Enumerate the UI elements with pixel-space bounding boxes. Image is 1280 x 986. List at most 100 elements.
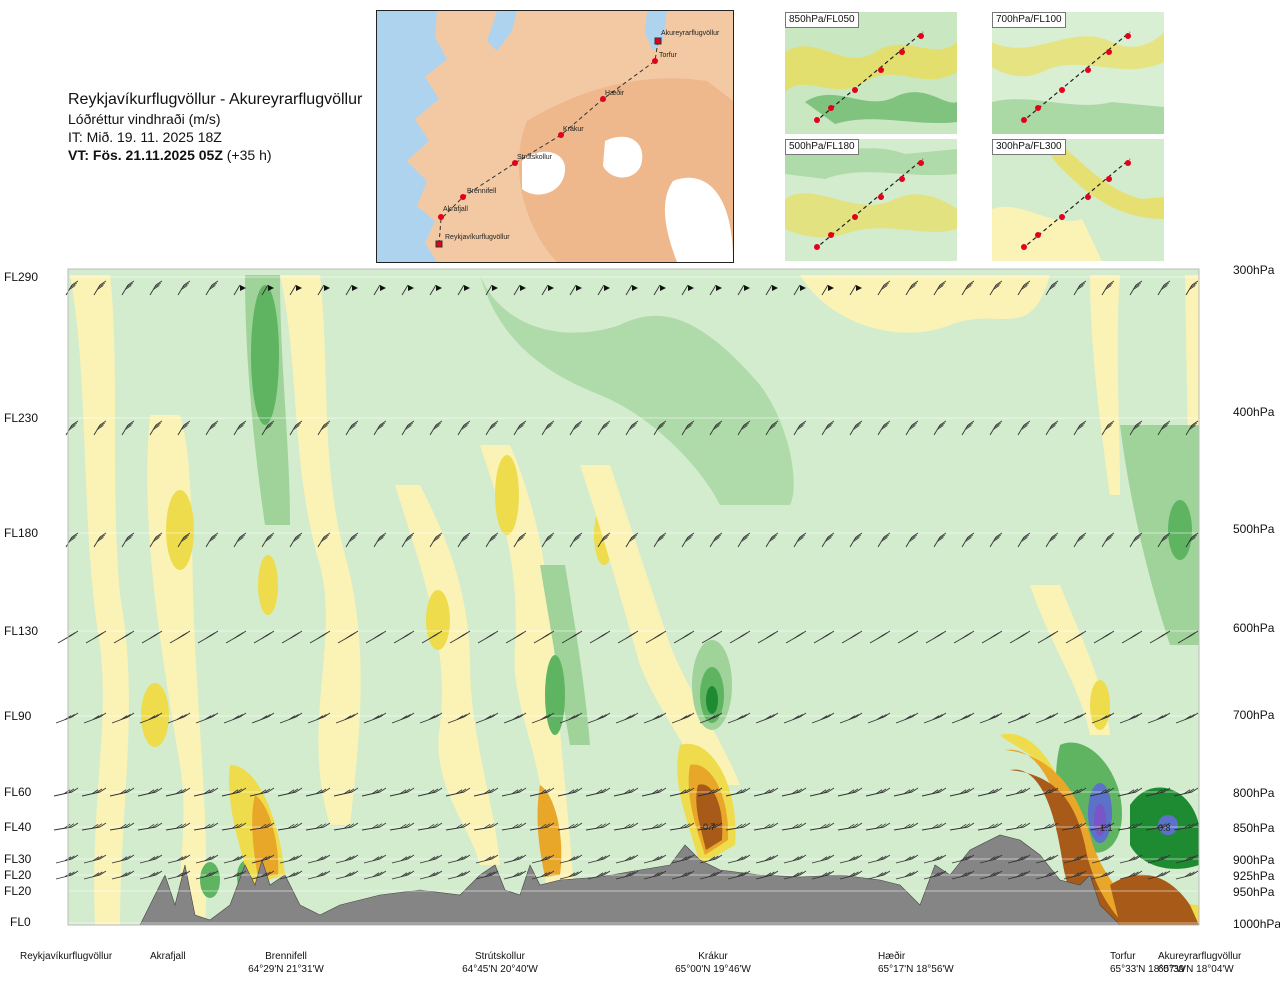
- wind-barb: [725, 822, 751, 831]
- wind-barb: [569, 284, 582, 296]
- field-strong-sinking: [229, 733, 1199, 925]
- wind-barb: [701, 630, 723, 644]
- wind-barb: [391, 854, 415, 864]
- wind-barb: [393, 630, 415, 644]
- wind-barb: [167, 870, 191, 880]
- wind-barb: [867, 870, 891, 880]
- wind-barb: [1145, 822, 1171, 831]
- wind-barb: [921, 787, 947, 797]
- wind-barb: [625, 420, 639, 436]
- wind-barb: [1093, 630, 1115, 644]
- wind-barb: [289, 420, 303, 436]
- wind-barb: [57, 630, 79, 644]
- wind-barb: [1061, 822, 1087, 831]
- wind-barb: [167, 854, 191, 864]
- wind-barb: [671, 712, 695, 724]
- wind-barb: [139, 712, 163, 724]
- wind-barb: [1007, 712, 1031, 724]
- wind-barb: [587, 854, 611, 864]
- wind-barb: [249, 787, 275, 797]
- wind-barb: [1073, 532, 1087, 548]
- analysis-time: IT: Mið. 19. 11. 2025 18Z: [68, 129, 222, 145]
- wind-barb: [317, 532, 331, 548]
- wind-barb: [1091, 712, 1115, 724]
- wind-barb: [373, 532, 387, 548]
- wind-barb: [473, 822, 499, 831]
- wind-barb: [279, 870, 303, 880]
- station-akrafjall: Akrafjall: [150, 950, 186, 963]
- wind-barb: [839, 854, 863, 864]
- map-point-akrafjall: [438, 214, 444, 220]
- wind-barb: [141, 630, 163, 644]
- wind-barb: [1149, 630, 1171, 644]
- wind-barb: [865, 822, 891, 831]
- wind-barb: [197, 630, 219, 644]
- wind-barb: [261, 532, 275, 548]
- wind-barb: [93, 420, 107, 436]
- wind-barb: [559, 854, 583, 864]
- wind-barb: [1007, 870, 1031, 880]
- wind-barb: [727, 854, 751, 864]
- wind-barb: [951, 870, 975, 880]
- route-title: Reykjavíkurflugvöllur - Akureyrarflugvöl…: [68, 91, 363, 108]
- wind-barb: [785, 630, 807, 644]
- contour-label-2: 1.1: [1100, 823, 1113, 833]
- wind-barb: [905, 532, 919, 548]
- wind-barb: [541, 420, 555, 436]
- wind-barb: [979, 854, 1003, 864]
- wind-barb: [753, 822, 779, 831]
- wind-barb: [699, 870, 723, 880]
- wind-barb: [513, 532, 527, 548]
- wind-barb: [699, 854, 723, 864]
- station-coord: 65°17'N 18°56'W: [878, 964, 954, 975]
- wind-barb: [893, 822, 919, 831]
- wind-barb: [289, 532, 303, 548]
- wind-barb: [121, 280, 135, 296]
- contour-label-1: -0.7: [700, 822, 716, 832]
- wind-barb: [121, 420, 135, 436]
- wind-barb: [167, 712, 191, 724]
- wind-barb: [989, 420, 1003, 436]
- wind-barb: [81, 787, 107, 797]
- wind-barb: [587, 712, 611, 724]
- wind-barb: [337, 630, 359, 644]
- wind-barb: [417, 822, 443, 831]
- wind-barb: [307, 854, 331, 864]
- wind-barb: [305, 822, 331, 831]
- wind-barb: [1117, 787, 1143, 797]
- parameter-subtitle: Lóðréttur vindhraði (m/s): [68, 111, 221, 127]
- wind-barb: [953, 630, 975, 644]
- wind-barb: [177, 280, 191, 296]
- wind-barb: [429, 420, 443, 436]
- wind-barb: [251, 870, 275, 880]
- wind-barb: [645, 630, 667, 644]
- sink-band-8: [1090, 275, 1120, 495]
- wind-barb: [53, 787, 79, 797]
- map-route-line: [438, 40, 659, 245]
- wind-barb: [1121, 630, 1143, 644]
- station-name: Krákur: [698, 951, 728, 962]
- strong-sink-2-orange: [537, 785, 562, 877]
- wind-barb: [429, 532, 443, 548]
- wind-barb: [445, 787, 471, 797]
- wind-barb: [681, 420, 695, 436]
- wind-barb: [781, 787, 807, 797]
- wind-barb: [419, 712, 443, 724]
- wind-barb: [709, 420, 723, 436]
- sink-band-7: [800, 275, 1050, 333]
- chart-header: Reykjavíkurflugvöllur - Akureyrarflugvöl…: [68, 90, 378, 164]
- wind-barb: [1091, 854, 1115, 864]
- fl-label: FL230: [4, 411, 39, 425]
- wind-barb: [951, 854, 975, 864]
- wind-barb: [81, 822, 107, 831]
- map-label-brennifell: Brennifell: [467, 188, 497, 195]
- wind-barb: [597, 532, 611, 548]
- wind-barb: [363, 870, 387, 880]
- wind-barb: [485, 420, 499, 436]
- inset-500-svg: [785, 139, 957, 261]
- wind-barb: [531, 870, 555, 880]
- rise-core-5: [1168, 500, 1192, 560]
- map-label-torfur: Torfur: [659, 52, 678, 59]
- wind-barb: [1175, 712, 1199, 724]
- fl-label: FL130: [4, 624, 39, 638]
